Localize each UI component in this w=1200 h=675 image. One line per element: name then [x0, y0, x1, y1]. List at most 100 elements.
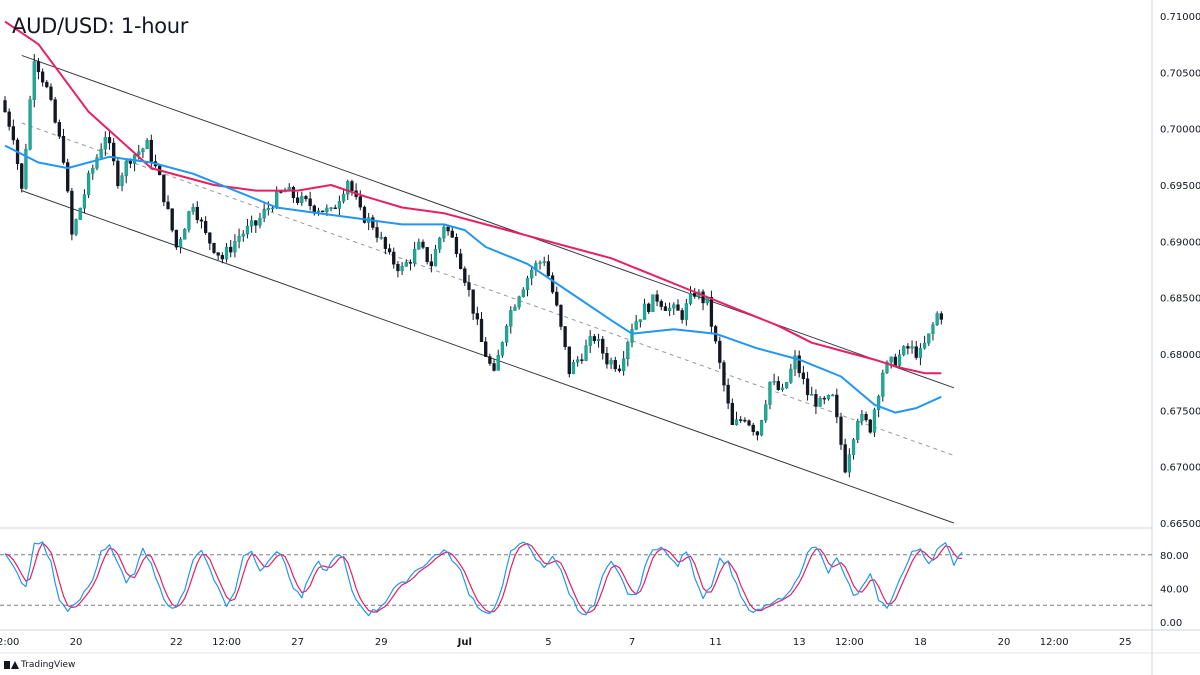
x-tick-label: 29: [375, 637, 388, 648]
candle-bearish: [279, 191, 283, 193]
chart-title: AUD/USD: 1-hour: [12, 14, 189, 38]
candle-bullish: [847, 454, 852, 473]
candle-bearish: [488, 356, 492, 364]
stochastic-k-line: [4, 541, 963, 617]
candle-bullish: [379, 237, 383, 239]
candle-bearish: [663, 306, 668, 311]
candle-bearish: [199, 219, 204, 222]
candle-bullish: [876, 396, 881, 411]
candle-bullish: [785, 382, 789, 389]
candle-bearish: [739, 419, 743, 421]
candle-bearish: [680, 310, 684, 320]
candle-bearish: [166, 201, 170, 209]
candle-bearish: [304, 196, 308, 200]
candle-bearish: [61, 135, 66, 163]
candle-bullish: [571, 361, 576, 375]
candle-bullish: [337, 201, 342, 209]
stochastic-d-line: [4, 542, 963, 614]
candle-bearish: [546, 261, 551, 276]
candle-bearish: [66, 162, 70, 192]
candle-bullish: [772, 381, 776, 383]
x-tick-label: 18: [914, 637, 927, 648]
candle-bullish: [270, 207, 275, 210]
candle-bearish: [425, 247, 429, 262]
y-tick-label: 0.68500: [1160, 294, 1200, 305]
candle-bearish: [484, 341, 488, 357]
channel-mid-line: [21, 122, 955, 456]
candle-bearish: [421, 241, 425, 248]
candle-bullish: [830, 394, 835, 397]
x-tick-label: 20: [998, 637, 1011, 648]
x-tick-label: 12:00: [835, 637, 864, 648]
candle-bullish: [851, 439, 856, 455]
candle-bullish: [137, 151, 141, 156]
candle-bullish: [183, 229, 187, 240]
candle-bullish: [630, 329, 634, 343]
candle-bearish: [559, 304, 563, 327]
candle-bearish: [7, 111, 11, 127]
candle-bearish: [203, 220, 208, 234]
candle-bullish: [826, 395, 831, 400]
price-panel: [3, 20, 955, 524]
moving-average-100-line: [4, 144, 942, 414]
oscillator-tick-label: 40.00: [1160, 584, 1189, 595]
candle-bullish: [764, 404, 768, 421]
candle-bullish: [922, 342, 927, 349]
candle-bearish: [726, 384, 730, 404]
candle-bearish: [3, 100, 7, 113]
candle-bullish: [433, 248, 438, 267]
candle-bullish: [621, 358, 626, 372]
x-tick-label: 20: [70, 637, 83, 648]
candle-bearish: [116, 160, 120, 187]
candle-bullish: [400, 265, 404, 272]
candle-bullish: [300, 196, 304, 203]
candle-bearish: [647, 303, 651, 312]
candle-bullish: [237, 236, 241, 242]
candle-bearish: [718, 340, 722, 363]
candle-bearish: [676, 304, 680, 311]
candle-bearish: [471, 289, 475, 314]
candle-bearish: [295, 197, 300, 203]
candle-bearish: [454, 237, 459, 254]
candle-bullish: [74, 219, 78, 235]
candle-bearish: [822, 397, 826, 400]
candle-bearish: [107, 137, 112, 144]
x-tick-label: 22: [170, 637, 183, 648]
candle-bullish: [329, 207, 333, 210]
candle-bearish: [747, 420, 751, 426]
candle-bearish: [358, 196, 362, 208]
candle-bullish: [881, 372, 885, 397]
candle-bearish: [408, 262, 413, 264]
candle-bearish: [254, 220, 258, 226]
candle-bullish: [642, 303, 647, 320]
candle-bullish: [141, 148, 145, 153]
x-tick-label: 12:00: [1040, 637, 1069, 648]
candle-bullish: [325, 207, 329, 212]
candle-bullish: [872, 409, 877, 433]
candle-bearish: [446, 226, 450, 232]
x-tick-label: 13: [793, 637, 806, 648]
candle-bullish: [99, 148, 103, 158]
candle-bearish: [40, 71, 45, 83]
candle-bullish: [500, 342, 505, 356]
candle-bearish: [722, 362, 726, 386]
candle-bullish: [902, 346, 906, 356]
candle-bullish: [542, 261, 546, 263]
x-tick-label: 5: [545, 637, 551, 648]
candle-bullish: [927, 333, 931, 344]
x-tick-label: 12:00: [212, 637, 241, 648]
y-tick-label: 0.67500: [1160, 406, 1200, 417]
candle-bearish: [11, 126, 16, 141]
candle-bullish: [856, 420, 860, 440]
candle-bullish: [145, 139, 149, 150]
candle-bearish: [429, 261, 434, 267]
candle-bearish: [814, 394, 818, 407]
candle-bullish: [496, 355, 500, 371]
candle-bearish: [396, 263, 400, 272]
candle-bearish: [801, 372, 806, 380]
candle-bullish: [918, 347, 923, 358]
candle-bearish: [312, 205, 316, 212]
candle-bullish: [509, 310, 513, 327]
tradingview-watermark: TradingView: [4, 660, 75, 670]
